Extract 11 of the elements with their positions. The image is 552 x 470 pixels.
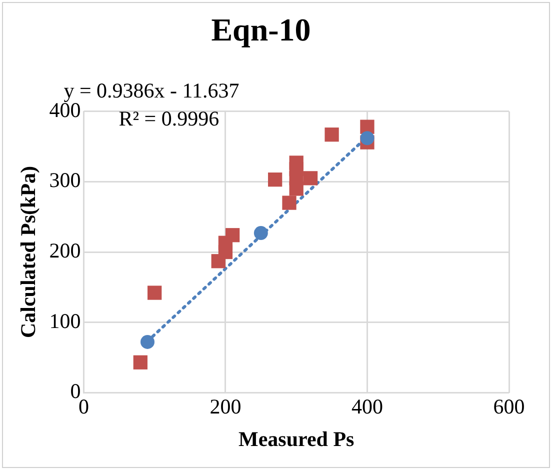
x-tick-label: 600 — [493, 394, 525, 419]
x-axis-title: Measured Ps — [238, 426, 354, 451]
y-axis-title: Calculated Ps(kPa) — [16, 166, 40, 338]
y-tick-label: 0 — [70, 379, 81, 404]
y-tick-label: 300 — [49, 168, 81, 192]
annotation: R² = 0.9996 — [118, 106, 220, 130]
x-tick-label: 400 — [351, 394, 383, 419]
chart-title: Eqn-10 — [211, 11, 311, 48]
y-tick-label: 100 — [49, 308, 81, 333]
x-tick-label: 200 — [210, 394, 242, 419]
y-tick-label: 200 — [49, 238, 81, 263]
